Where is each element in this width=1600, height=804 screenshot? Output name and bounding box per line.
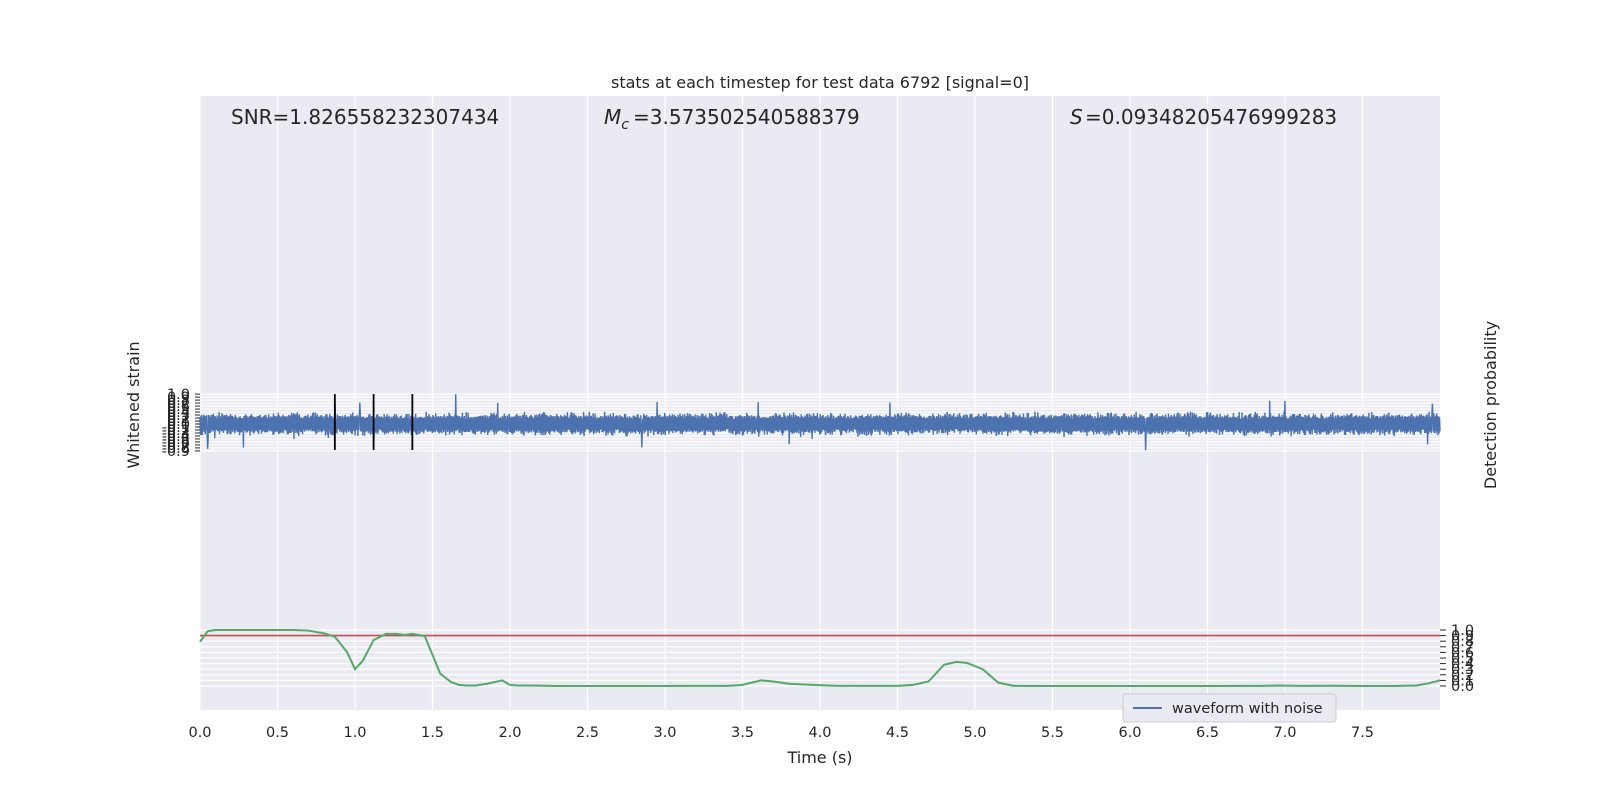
x-tick-label: 0.0 [188, 725, 211, 741]
y-tick-label-left: 0.3 [167, 408, 190, 424]
y-tick-label-left: 0.5 [167, 402, 190, 418]
y-axis-label-right: Detection probability [1481, 321, 1500, 489]
legend: waveform with noise [1122, 693, 1337, 723]
x-axis-label: Time (s) [786, 748, 852, 767]
strain-series [199, 394, 1441, 451]
y-tick-label-left: -0.8 [162, 441, 190, 457]
legend-label: waveform with noise [1172, 701, 1323, 717]
y-tick-label-left: -0.7 [162, 438, 190, 454]
x-tick-label: 2.5 [576, 725, 599, 741]
y-axis-label-left: Whitened strain [124, 341, 143, 468]
vertical-marker-lines [333, 394, 414, 451]
y-tick-label-right: 0.9 [1451, 629, 1474, 645]
probability-series [199, 629, 1441, 687]
x-tick-label: 7.0 [1273, 725, 1296, 741]
strain-line [199, 394, 1441, 451]
tick-labels: 0.0 0.5 1.0 1.5 2.0 2.5 3.0 3.5 4.0 4.5 5.0 5.5 6.0 6… [162, 387, 1474, 741]
x-tick-label: 4.0 [808, 725, 831, 741]
y-tick-label-left: 0.8 [167, 393, 190, 409]
x-tick-label: 6.0 [1118, 725, 1141, 741]
x-tick-label: 3.5 [731, 725, 754, 741]
x-tick-label: 0.5 [266, 725, 289, 741]
y-tick-label-left: 0.9 [167, 390, 190, 406]
mc-annotation-symbol: Mc [604, 105, 629, 133]
y-tick-label-left: -0.9 [162, 444, 190, 460]
s-annotation-symbol: S [1070, 105, 1083, 129]
probability-line [199, 629, 1441, 687]
y-tick-label-right: 0.0 [1451, 679, 1474, 695]
x-tick-label: 2.0 [498, 725, 521, 741]
legend-box [1122, 693, 1337, 723]
x-tick-label: 4.5 [886, 725, 909, 741]
y-tick-label-right: 0.6 [1451, 645, 1474, 661]
x-tick-label: 6.5 [1196, 725, 1219, 741]
x-tick-label: 5.0 [963, 725, 986, 741]
y-tick-label-left: 0.1 [167, 414, 190, 430]
y-tick-label-left: 0.0 [167, 417, 190, 433]
mc-annotation: =3.573502540588379 [633, 105, 860, 129]
y-tick-label-left: -0.1 [162, 420, 190, 436]
x-tick-label: 3.0 [653, 725, 676, 741]
x-tick-label: 1.0 [343, 725, 366, 741]
y-tick-label-left: 0.2 [167, 411, 190, 427]
y-tick-label-left: 0.6 [167, 399, 190, 415]
y-tick-label-right: 1.0 [1451, 623, 1474, 639]
snr-annotation: SNR=1.826558232307434 [231, 105, 499, 129]
x-tick-label: 5.5 [1041, 725, 1064, 741]
y-tick-label-right: 0.4 [1451, 657, 1474, 673]
x-tick-label: 1.5 [421, 725, 444, 741]
y-tick-label-left: -0.2 [162, 423, 190, 439]
y-tick-label-left: 1.0 [167, 387, 190, 403]
s-annotation: =0.09348205476999283 [1085, 105, 1337, 129]
y-tick-label-left: -0.5 [162, 432, 190, 448]
y-tick-label-right: 0.3 [1451, 662, 1474, 678]
y-tick-label-left: 0.4 [167, 405, 190, 421]
y-tick-label-left: -0.3 [162, 426, 190, 442]
y-tick-label-right: 0.5 [1451, 651, 1474, 667]
y-tick-label-left: -0.4 [162, 429, 190, 445]
y-tick-label-right: 0.2 [1451, 668, 1474, 684]
chart-title: stats at each timestep for test data 679… [611, 73, 1029, 92]
y-tick-label-right: 0.8 [1451, 634, 1474, 650]
x-tick-label: 7.5 [1351, 725, 1374, 741]
y-tick-label-left: -0.6 [162, 435, 190, 451]
y-tick-label-right: 0.1 [1451, 673, 1474, 689]
y-tick-label-right: 0.7 [1451, 640, 1474, 656]
y-tick-label-left: 0.7 [167, 396, 190, 412]
